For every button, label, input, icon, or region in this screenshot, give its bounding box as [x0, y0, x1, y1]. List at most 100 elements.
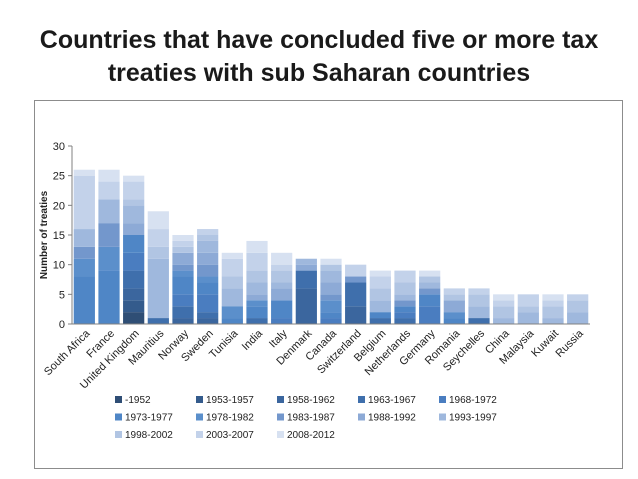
bar-segment [197, 282, 219, 295]
bar-segment [197, 264, 219, 277]
chart-frame: 0 5 10 15 20 25 30 Number of treaties South Afr… [34, 100, 623, 469]
bar-segment [271, 264, 293, 271]
legend-item: 1968-1972 [439, 395, 497, 406]
bar-segment [246, 294, 268, 301]
bar-segment [394, 306, 416, 313]
bar-segment [172, 246, 194, 253]
bar-segment [73, 175, 95, 230]
bar-segment [542, 300, 564, 307]
bar-segment [567, 300, 589, 313]
bar-segment [271, 300, 293, 319]
bar-segment [123, 252, 145, 271]
bar-segment [123, 235, 145, 253]
bar-segment [443, 288, 465, 295]
bar-segment [123, 312, 145, 324]
legend-item: 1993-1997 [439, 413, 497, 424]
y-tick-label: 0 [59, 319, 65, 331]
bar-segment [123, 270, 145, 289]
legend-item: 2008-2012 [277, 430, 335, 441]
bar-segment [123, 181, 145, 200]
bar-segment [320, 312, 342, 319]
y-tick-label: 15 [53, 230, 65, 242]
bar-segment [172, 306, 194, 319]
legend-swatch [358, 413, 365, 421]
legend-swatch [115, 413, 122, 421]
y-tick-label: 10 [53, 260, 65, 272]
bar-segment [197, 240, 219, 253]
bar-segment [419, 282, 441, 289]
bar-segment [98, 181, 120, 200]
bars [73, 169, 589, 324]
bar-segment [73, 246, 95, 259]
bar-segment [246, 270, 268, 283]
bar-segment [98, 169, 120, 182]
bar-segment [271, 282, 293, 289]
bar-segment [73, 276, 95, 324]
bar-segment [98, 270, 120, 324]
bar-segment [468, 318, 490, 324]
bar-segment [221, 258, 243, 277]
bar-segment [394, 282, 416, 295]
bar-segment [197, 312, 219, 319]
legend: -1952 1953-1957 1958-1962 1963-1967 1968-197… [115, 395, 497, 441]
legend-item: 1978-1982 [196, 413, 254, 424]
bar-segment [271, 318, 293, 324]
bar-segment [443, 318, 465, 324]
bar-segment [443, 300, 465, 313]
legend-item: 1958-1962 [277, 395, 335, 406]
legend-label: -1952 [125, 395, 151, 406]
bar-segment [493, 294, 515, 301]
bar-segment [172, 270, 194, 277]
bar-segment [123, 223, 145, 235]
bar-segment [394, 270, 416, 283]
slide-title: Countries that have concluded five or mo… [0, 24, 638, 90]
bar-segment [567, 312, 589, 324]
legend-label: 1973-1977 [125, 413, 173, 424]
bar-segment [246, 252, 268, 271]
bar-segment [197, 252, 219, 265]
stacked-bar-chart: 0 5 10 15 20 25 30 Number of treaties South Afr… [39, 141, 590, 441]
legend-label: 1958-1962 [287, 395, 335, 406]
bar-segment [419, 306, 441, 324]
bar-segment [320, 264, 342, 271]
legend-swatch [358, 396, 365, 403]
legend-label: 1963-1967 [368, 395, 416, 406]
bar-segment [320, 318, 342, 324]
bar-segment [271, 270, 293, 283]
bar-segment [517, 312, 539, 324]
bar-segment [295, 270, 317, 289]
bar-segment [73, 229, 95, 247]
bar-segment [493, 300, 515, 307]
bar-segment [468, 306, 490, 319]
legend-swatch [196, 413, 203, 421]
legend-label: 1998-2002 [125, 430, 173, 441]
bar-segment [345, 276, 367, 283]
x-tick-label: Russia [554, 327, 587, 360]
legend-label: 1983-1987 [287, 413, 335, 424]
bar-segment [73, 258, 95, 277]
legend-swatch [115, 431, 122, 438]
bar-segment [123, 205, 145, 224]
legend-label: 1978-1982 [206, 413, 254, 424]
legend-swatch [439, 413, 446, 421]
bar-segment [197, 229, 219, 235]
bar-segment [197, 276, 219, 283]
bar-segment [443, 294, 465, 301]
y-tick-label: 25 [53, 171, 65, 183]
y-tick-label: 5 [59, 289, 65, 301]
bar-segment [320, 294, 342, 301]
bar-segment [419, 294, 441, 307]
bar-segment [443, 312, 465, 319]
bar-segment [147, 211, 169, 230]
bar-segment [221, 306, 243, 319]
bar-segment [98, 246, 120, 271]
legend-item: 1963-1967 [358, 395, 416, 406]
bar-segment [123, 175, 145, 182]
bar-segment [394, 318, 416, 324]
y-tick-label: 20 [53, 200, 65, 212]
bar-segment [369, 288, 391, 301]
bar-segment [172, 252, 194, 265]
legend-swatch [277, 396, 284, 403]
bar-segment [172, 294, 194, 307]
